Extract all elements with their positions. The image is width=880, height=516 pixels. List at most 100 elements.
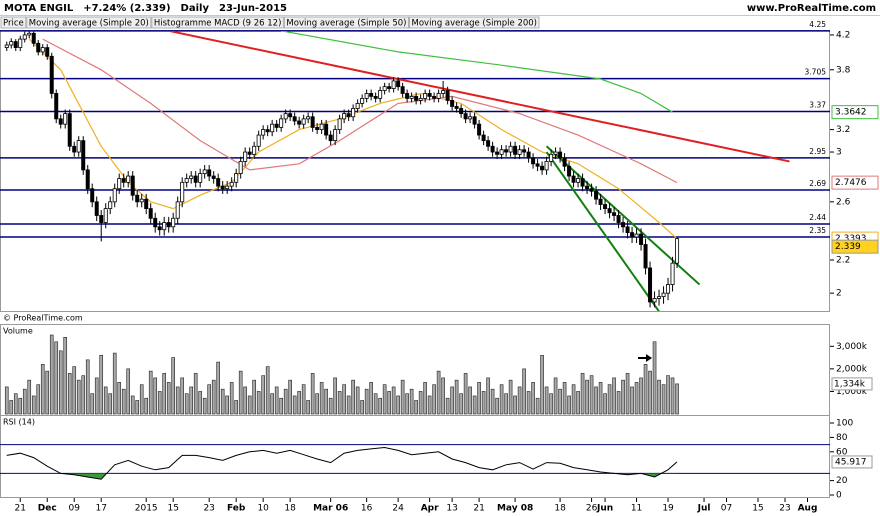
y-tick-label: 2.2 — [836, 255, 850, 265]
x-tick-label: Feb — [227, 504, 246, 514]
volume-bar — [504, 393, 508, 415]
volume-bar — [306, 400, 310, 415]
volume-bar — [648, 370, 652, 415]
ma-value-tag: 3.3642 — [835, 108, 867, 118]
candle-body — [45, 47, 50, 57]
candle-body — [198, 173, 203, 183]
volume-bar — [562, 382, 567, 415]
y-tick-label: 3,000k — [836, 342, 868, 352]
candle-body — [364, 93, 369, 99]
volume-bar — [328, 397, 333, 415]
volume-bar — [508, 379, 513, 415]
candle-body — [256, 134, 261, 147]
volume-bar — [490, 388, 495, 415]
candle-body — [153, 217, 158, 228]
volume-bar — [517, 386, 522, 415]
candle-body — [184, 178, 189, 183]
x-tick-label: 07 — [721, 504, 732, 514]
x-tick-label: 10 — [257, 504, 269, 514]
volume-bar — [616, 391, 621, 415]
candle-body — [540, 165, 545, 171]
x-tick-label: 17 — [95, 504, 106, 514]
volume-bar — [373, 393, 378, 415]
candle-body — [301, 118, 306, 125]
volume-bar — [585, 379, 589, 415]
y-tick-label: 1,000k — [836, 387, 868, 397]
candle-body — [207, 169, 212, 177]
candle-body — [612, 212, 617, 216]
candle-body — [382, 86, 387, 91]
volume-bar — [346, 395, 351, 415]
volume-bar — [175, 386, 180, 415]
candle-body — [243, 151, 248, 162]
volume-bar — [270, 393, 274, 415]
volume-bar — [531, 382, 535, 415]
volume-bar — [288, 379, 292, 415]
volume-bar — [198, 391, 202, 415]
candle-body — [418, 97, 423, 101]
candle-body — [648, 267, 653, 303]
volume-bar — [405, 393, 409, 415]
volume-bar — [553, 377, 558, 415]
volume-bar — [117, 382, 122, 415]
volume-bar — [526, 391, 531, 415]
volume-bar — [598, 382, 603, 415]
volume-bar — [652, 341, 657, 415]
x-tick-label: 2015 — [135, 504, 158, 514]
candle-body — [670, 262, 675, 285]
candle-body — [306, 116, 311, 120]
legend-entry: Moving average (Simple 200) — [412, 19, 538, 29]
volume-bar — [594, 386, 598, 415]
candle-body — [342, 113, 347, 120]
candle-body — [112, 188, 117, 203]
candle-body — [675, 238, 680, 264]
volume-bar — [481, 391, 486, 415]
candle-body — [652, 298, 657, 303]
volume-bar — [81, 375, 86, 415]
rsi-oversold-fill — [6, 473, 678, 480]
candle-body — [526, 151, 531, 159]
volume-bar — [297, 391, 301, 415]
candle-body — [225, 185, 230, 190]
candle-body — [553, 151, 558, 155]
volume-bar — [4, 386, 9, 415]
y-tick-label: 20 — [836, 476, 848, 486]
legend-box — [0, 16, 27, 29]
volume-bar — [625, 373, 630, 415]
volume-bar — [49, 334, 54, 415]
candle-body — [126, 175, 131, 183]
volume-bar — [337, 391, 342, 415]
volume-bar — [589, 375, 594, 415]
header-title: MOTA ENGIL — [4, 3, 74, 14]
volume-bar — [387, 391, 391, 415]
volume-bar — [436, 370, 441, 415]
volume-bar — [193, 373, 198, 415]
volume-bar — [162, 373, 167, 415]
volume-bar — [522, 368, 526, 415]
candle-body — [139, 198, 144, 203]
volume-bar — [90, 393, 95, 415]
volume-title: Volume — [3, 327, 33, 336]
rsi-title: RSI (14) — [3, 418, 35, 427]
volume-bar — [202, 397, 207, 415]
volume-bar — [121, 388, 126, 415]
volume-bar — [265, 366, 270, 415]
copyright: © ProRealTime.com — [3, 314, 83, 323]
candle-body — [36, 42, 41, 53]
candle-body — [76, 140, 81, 153]
candle-body — [576, 178, 581, 183]
candle-body — [391, 80, 396, 89]
candle-body — [162, 222, 167, 231]
candle-body — [522, 149, 527, 153]
volume-bar — [364, 388, 369, 415]
volume-tag: 1,334k — [834, 379, 866, 389]
candle-body — [441, 90, 446, 94]
ma-value-tag-box — [831, 105, 879, 120]
volume-bar — [144, 397, 149, 415]
x-tick-label: Aug — [798, 504, 818, 514]
arrow-annotation — [638, 354, 652, 362]
volume-bar — [382, 384, 387, 415]
candle-body — [337, 118, 342, 130]
volume-bar — [342, 384, 346, 415]
